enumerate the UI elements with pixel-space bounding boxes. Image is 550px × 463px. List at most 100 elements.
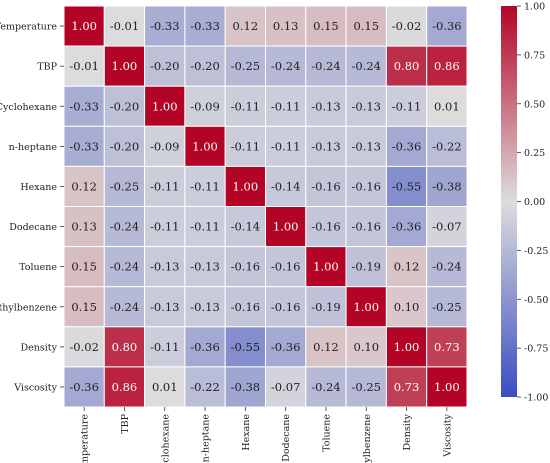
cell-value-label: -0.16 <box>311 179 341 193</box>
heatmap-cell <box>385 286 428 328</box>
heatmap-cell <box>103 85 146 127</box>
heatmap-cell <box>265 246 307 288</box>
y-tick-label: n-heptane <box>9 142 58 153</box>
cell-value-label: -0.20 <box>110 99 140 113</box>
cell-value-label: -0.20 <box>150 59 180 73</box>
y-tick-label: Density <box>21 342 58 353</box>
y-tick-labels: Temperature TBP Cyclohexane n-heptane Hexane… <box>0 22 64 393</box>
heatmap-cell <box>305 45 347 87</box>
heatmap-cell <box>305 366 347 408</box>
cell-value-label: 0.86 <box>434 59 460 73</box>
cell-value-label: 0.15 <box>313 19 339 33</box>
y-tick-label: Cyclohexane <box>0 102 57 113</box>
heatmap-cell <box>224 366 266 408</box>
heatmap-cell <box>144 326 186 368</box>
heatmap-cells: 1.00 -0.01 -0.33 -0.33 0.12 0.13 0.15 0.15 -0.02… <box>63 5 468 408</box>
heatmap-cell <box>103 45 146 87</box>
cell-value-label: -0.11 <box>190 220 220 234</box>
cell-value-label: 0.80 <box>394 59 420 73</box>
heatmap-cell <box>426 246 468 288</box>
heatmap-cell <box>305 286 347 328</box>
cell-value-label: -0.13 <box>311 99 341 113</box>
cell-value-label: -0.11 <box>271 139 301 153</box>
x-tick-label: n-heptane <box>201 414 212 463</box>
heatmap-cell <box>345 45 387 87</box>
cell-value-label: -0.38 <box>231 380 261 394</box>
cell-value-label: -0.13 <box>150 260 180 274</box>
heatmap-cell <box>426 125 468 167</box>
x-tick-label: Density <box>402 413 413 450</box>
cell-value-label: -0.33 <box>190 19 220 33</box>
cell-value-label: 0.13 <box>273 19 299 33</box>
heatmap-cell <box>345 165 387 207</box>
cell-value-label: 0.12 <box>71 179 97 193</box>
cell-value-label: -0.16 <box>231 300 261 314</box>
cell-value-label: -0.20 <box>110 139 140 153</box>
heatmap-cell <box>345 366 387 408</box>
cell-value-label: 0.10 <box>353 340 379 354</box>
heatmap-cell <box>385 326 428 368</box>
heatmap-cell <box>144 206 186 248</box>
cell-value-label: -0.01 <box>69 59 99 73</box>
heatmap-cell <box>184 286 226 328</box>
heatmap-cell <box>184 246 226 288</box>
cell-value-label: -0.07 <box>271 380 301 394</box>
colorbar-tick-label: 1.00 <box>524 2 545 13</box>
y-tick-label: Toluene <box>19 262 57 273</box>
heatmap-cell <box>63 246 105 288</box>
heatmap-cell <box>103 165 146 207</box>
y-tick-label: Viscosity <box>13 382 57 393</box>
cell-value-label: -0.22 <box>190 380 220 394</box>
cell-value-label: -0.22 <box>432 139 462 153</box>
cell-value-label: 0.13 <box>71 220 97 234</box>
y-tick-label: TBP <box>37 62 57 73</box>
heatmap-cell <box>184 326 226 368</box>
cell-value-label: -0.13 <box>311 139 341 153</box>
cell-value-label: -0.25 <box>231 59 261 73</box>
colorbar-tick-label: -1.00 <box>524 393 548 404</box>
cell-value-label: -0.36 <box>69 380 99 394</box>
heatmap-cell <box>305 326 347 368</box>
heatmap-cell <box>224 326 266 368</box>
cell-value-label: 1.00 <box>313 260 339 274</box>
cell-value-label: -0.11 <box>392 99 422 113</box>
heatmap-cell <box>144 286 186 328</box>
cell-value-label: 0.12 <box>394 260 420 274</box>
cell-value-label: -0.16 <box>231 260 261 274</box>
y-tick-label: Temperature <box>0 22 57 33</box>
heatmap-cell <box>265 45 307 87</box>
heatmap-cell <box>345 5 387 47</box>
cell-value-label: -0.13 <box>352 99 382 113</box>
cell-value-label: -0.16 <box>352 179 382 193</box>
heatmap-cell <box>345 246 387 288</box>
cell-value-label: 1.00 <box>112 59 138 73</box>
heatmap-cell <box>345 286 387 328</box>
y-tick-label: Dodecane <box>9 222 57 233</box>
cell-value-label: 1.00 <box>71 19 97 33</box>
cell-value-label: -0.55 <box>392 179 422 193</box>
heatmap-cell <box>385 85 428 127</box>
cell-value-label: -0.13 <box>150 300 180 314</box>
cell-value-label: 0.86 <box>112 380 138 394</box>
colorbar-tick-label: 0.50 <box>524 99 545 110</box>
cell-value-label: 0.80 <box>112 340 138 354</box>
x-tick-label: TBP <box>120 413 131 433</box>
x-tick-label: Toluene <box>321 414 332 452</box>
cell-value-label: -0.07 <box>432 220 462 234</box>
cell-value-label: -0.14 <box>231 220 261 234</box>
cell-value-label: -0.38 <box>432 179 462 193</box>
heatmap-cell <box>426 366 468 408</box>
cell-value-label: -0.24 <box>110 300 140 314</box>
colorbar-tick-label: -0.50 <box>524 295 548 306</box>
cell-value-label: 1.00 <box>152 99 178 113</box>
cell-value-label: -0.36 <box>392 220 422 234</box>
heatmap-cell <box>265 125 307 167</box>
heatmap-cell <box>345 326 387 368</box>
cell-value-label: -0.25 <box>432 300 462 314</box>
heatmap-cell <box>265 366 307 408</box>
x-tick-label: Viscosity <box>442 413 453 457</box>
cell-value-label: 1.00 <box>192 139 218 153</box>
heatmap-cell <box>426 165 468 207</box>
heatmap-cell <box>103 5 146 47</box>
